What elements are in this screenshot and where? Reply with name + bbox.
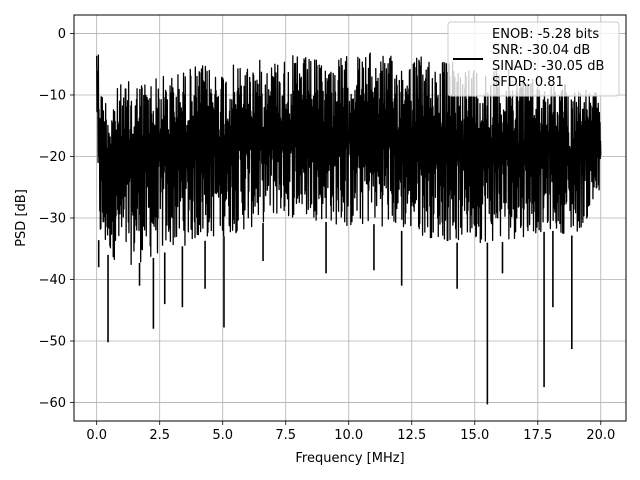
x-tick-label: 17.5 [523, 428, 552, 443]
legend: ENOB: -5.28 bits SNR: -30.04 dB SINAD: -30… [447, 21, 620, 97]
legend-label-line: SNR: -30.04 dB [492, 43, 590, 58]
y-tick-label: −10 [39, 88, 66, 103]
y-axis-label: PSD [dB] [14, 189, 29, 247]
legend-label-line: SINAD: -30.05 dB [492, 59, 604, 74]
x-tick-label: 15.0 [460, 428, 489, 443]
x-tick-label: 12.5 [397, 428, 426, 443]
x-tick-label: 20.0 [586, 428, 615, 443]
y-tick-label: −20 [39, 150, 66, 165]
axis-ticks: 0.0 2.5 5.0 7.5 10.0 12.5 15.0 17.5 20.0 0 −10 −20 −… [39, 27, 616, 443]
legend-label-line: ENOB: -5.28 bits [492, 27, 599, 42]
trace-layer [96, 52, 602, 405]
x-tick-label: 5.0 [212, 428, 233, 443]
x-tick-label: 2.5 [149, 428, 170, 443]
legend-label: ENOB: -5.28 bits SNR: -30.04 dB SINAD: -30… [492, 27, 604, 90]
y-tick-label: 0 [58, 27, 66, 42]
x-tick-label: 10.0 [334, 428, 363, 443]
x-tick-label: 7.5 [275, 428, 296, 443]
x-tick-label: 0.0 [86, 428, 107, 443]
y-tick-label: −50 [39, 335, 66, 350]
psd-trace [96, 52, 602, 266]
y-tick-label: −60 [39, 396, 66, 411]
legend-label-line: SFDR: 0.81 [492, 75, 564, 90]
legend-box [447, 21, 620, 97]
y-tick-label: −40 [39, 273, 66, 288]
x-axis-label: Frequency [MHz] [295, 451, 404, 466]
y-tick-label: −30 [39, 212, 66, 227]
